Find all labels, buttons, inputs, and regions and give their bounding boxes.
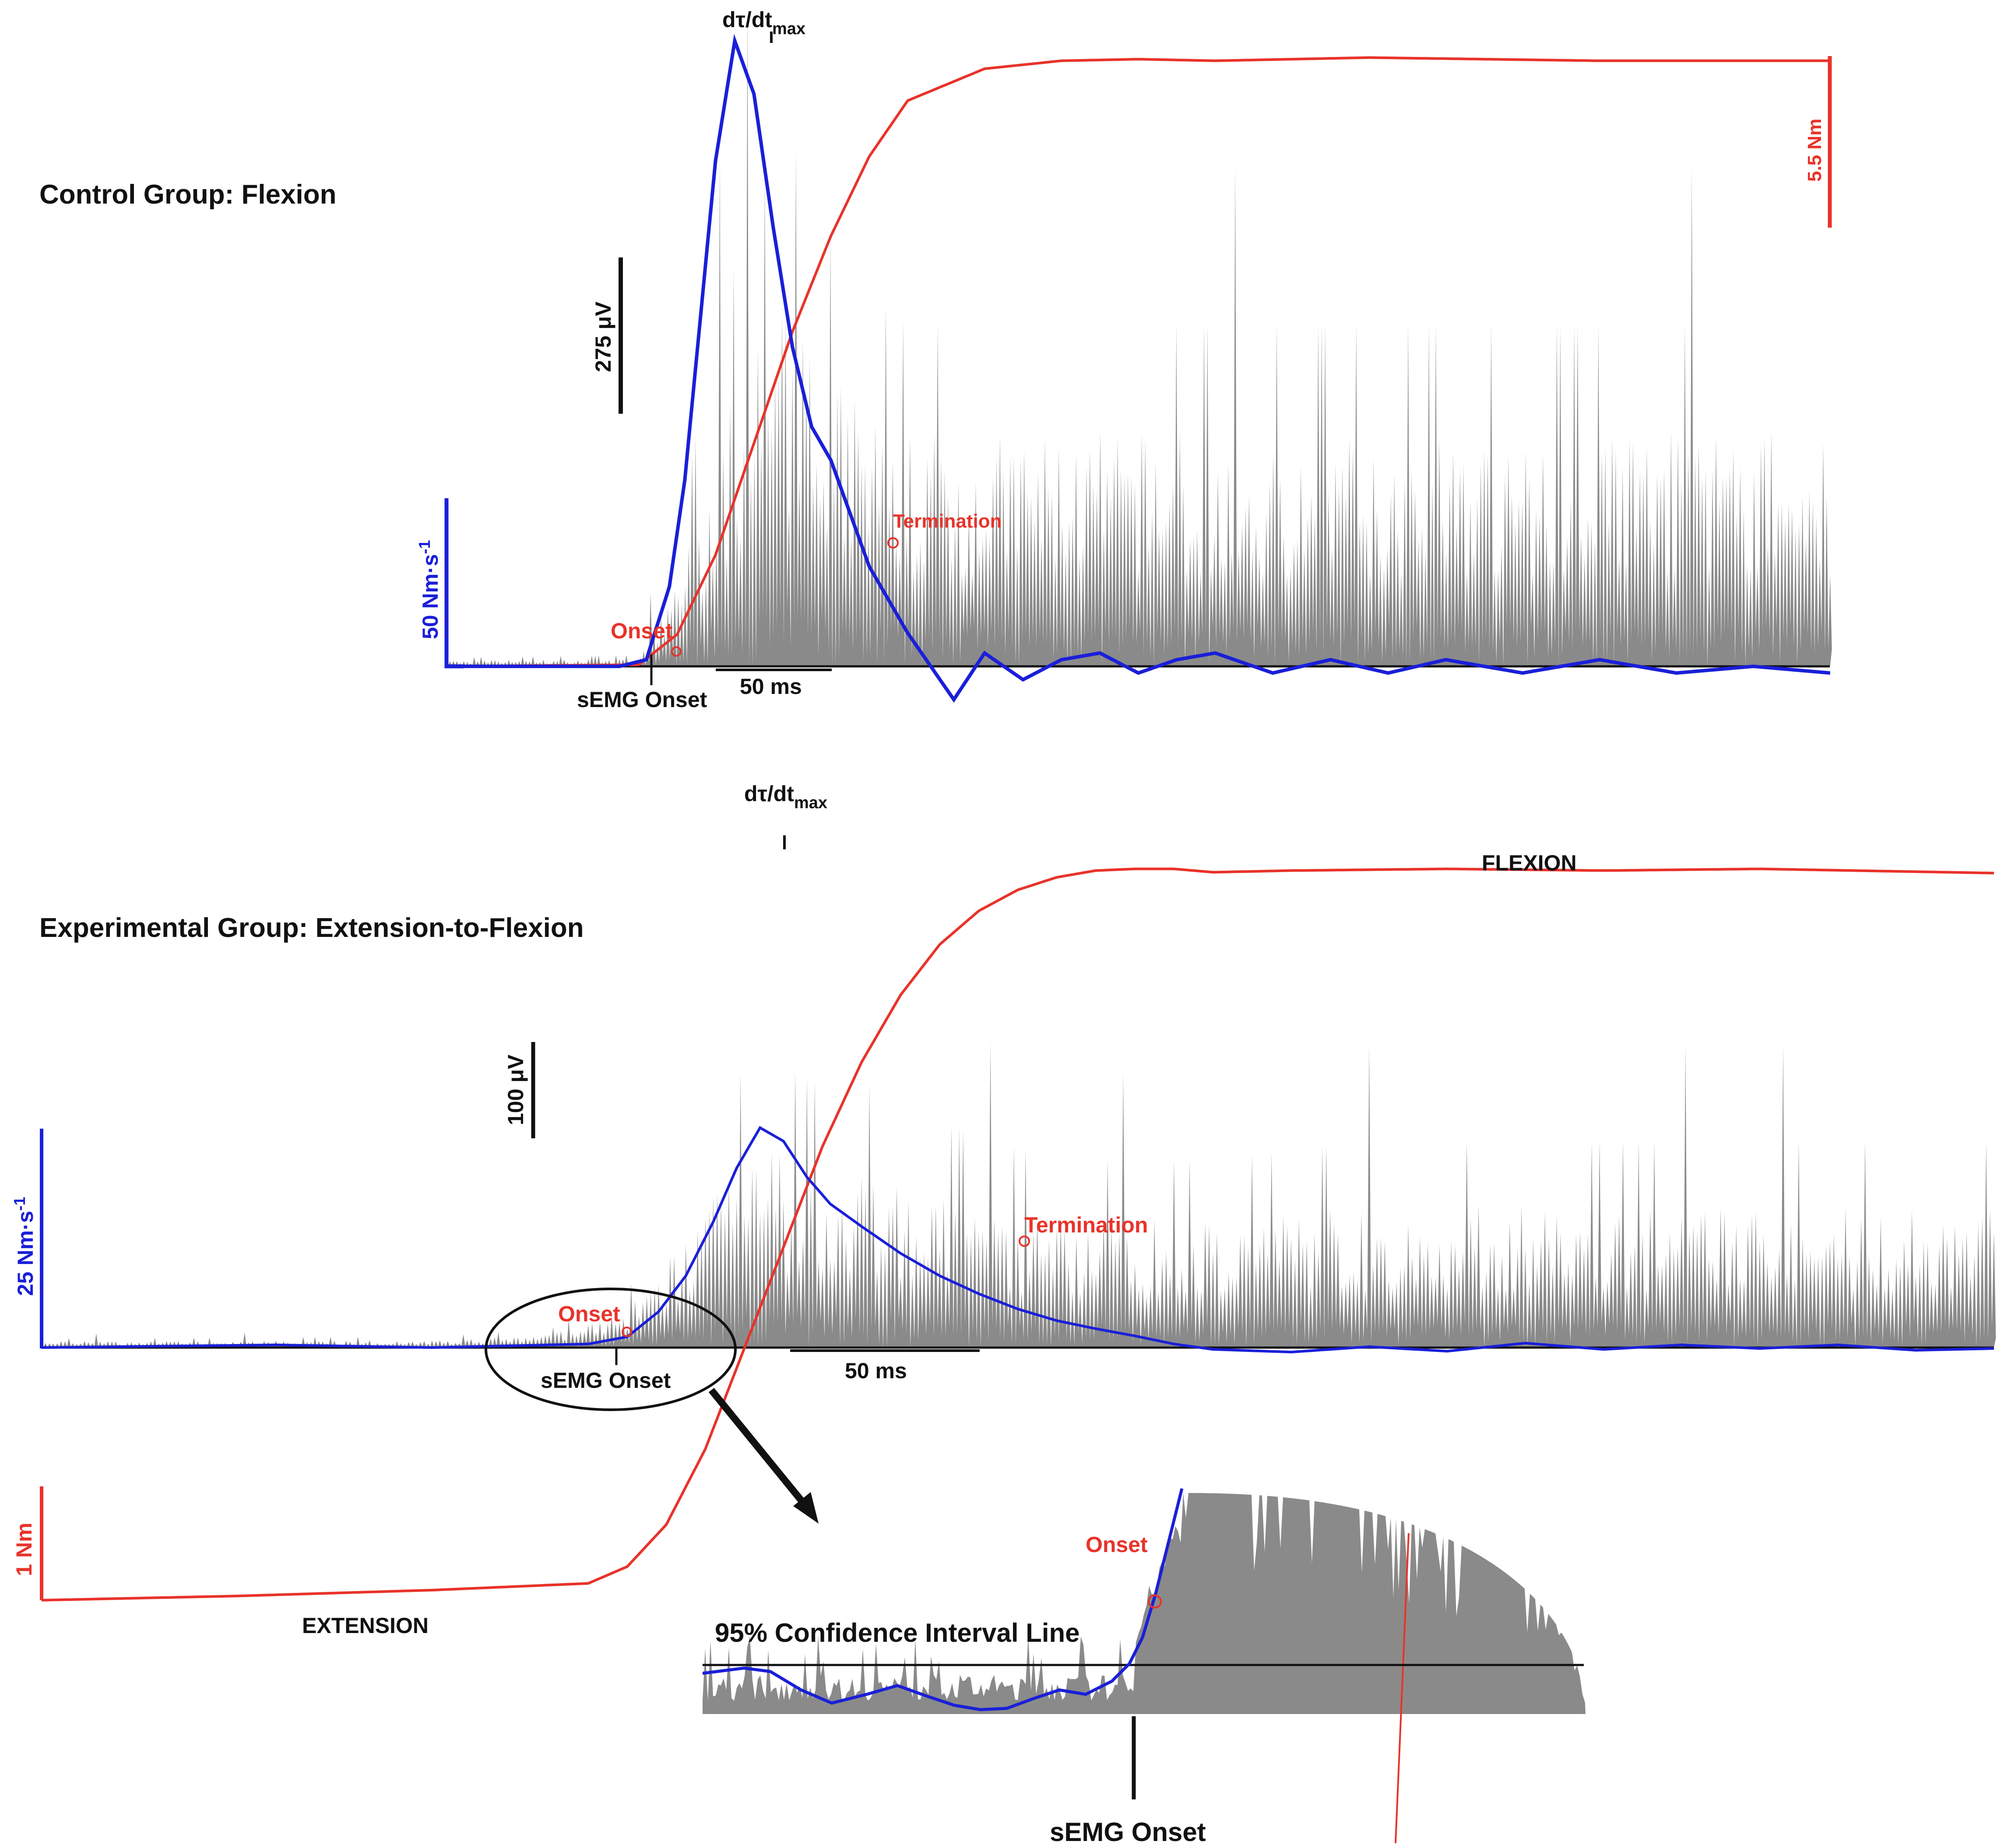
zoom-arrow-head: [793, 1492, 819, 1524]
control-semg-trace: [447, 4, 1832, 666]
experimental-extension-label: EXTENSION: [302, 1613, 429, 1638]
experimental-rate-scale-exp: -1: [11, 1197, 28, 1211]
control-peak-label: dτ/dtmax: [722, 7, 805, 38]
control-peak-label-sub: max: [772, 20, 805, 38]
experimental-peak-label-main: dτ/dt: [744, 781, 794, 806]
experimental-rate-line: [41, 1126, 1994, 1354]
control-peak-label-main: dτ/dt: [722, 7, 772, 32]
control-torque-line: [446, 56, 1830, 668]
experimental-rate-scale-label: 25 Nm·s-1: [11, 1197, 38, 1296]
inset-torque-line: [1395, 1533, 1410, 1844]
control-termination-marker: [887, 537, 899, 549]
inset-onset-label: Onset: [1086, 1532, 1148, 1557]
inset-semg-onset-label: sEMG Onset: [1050, 1817, 1206, 1847]
control-panel: Control Group: Flexion 275 μV 50 Nm·s-1 …: [39, 4, 1832, 712]
control-rate-line: [447, 34, 1831, 703]
control-rate-scale-unit: 50 Nm·s: [418, 554, 443, 639]
control-termination-label: Termination: [893, 510, 1002, 532]
control-rate-scale-label: 50 Nm·s-1: [415, 540, 443, 639]
experimental-rate-scale-unit: 25 Nm·s: [13, 1211, 38, 1296]
inset-panel: 95% Confidence Interval Line Onset sEMG …: [702, 1488, 1586, 1847]
control-time-scale-label: 50 ms: [740, 674, 802, 699]
experimental-onset-label: Onset: [558, 1302, 620, 1326]
experimental-peak-label: dτ/dtmax: [744, 781, 827, 812]
experimental-torque-scale-label: 1 Nm: [12, 1523, 36, 1576]
control-onset-marker: [671, 646, 682, 657]
experimental-torque-line: [41, 867, 1994, 1602]
control-semg-onset-label: sEMG Onset: [577, 687, 707, 712]
control-panel-title: Control Group: Flexion: [39, 180, 337, 210]
experimental-onset-marker: [622, 1327, 632, 1337]
inset-rate-line: [702, 1488, 1184, 1711]
inset-onset-marker: [1148, 1595, 1162, 1609]
experimental-termination-label: Termination: [1024, 1213, 1148, 1237]
onset-zoom-ellipse: [485, 1288, 737, 1411]
control-onset-label: Onset: [611, 619, 673, 643]
control-rate-scale-exp: -1: [415, 540, 433, 554]
control-torque-scale-label: 5.5 Nm: [1804, 119, 1825, 182]
zoom-arrow-line: [708, 1387, 811, 1511]
experimental-termination-marker: [1019, 1236, 1030, 1247]
experimental-time-scale-label: 50 ms: [845, 1359, 907, 1383]
experimental-peak-label-sub: max: [794, 794, 827, 812]
experimental-panel: Experimental Group: Extension-to-Flexion…: [11, 781, 1996, 1638]
inset-ci-label: 95% Confidence Interval Line: [715, 1618, 1080, 1647]
experimental-semg-trace: [42, 1042, 1996, 1348]
experimental-semg-onset-label: sEMG Onset: [541, 1368, 671, 1393]
experimental-flexion-label: FLEXION: [1482, 851, 1577, 875]
inset-semg-trace: [703, 1493, 1586, 1714]
control-emg-scale-label: 275 μV: [591, 301, 615, 372]
experimental-emg-scale-label: 100 μV: [503, 1054, 528, 1125]
experimental-panel-title: Experimental Group: Extension-to-Flexion: [39, 913, 584, 943]
